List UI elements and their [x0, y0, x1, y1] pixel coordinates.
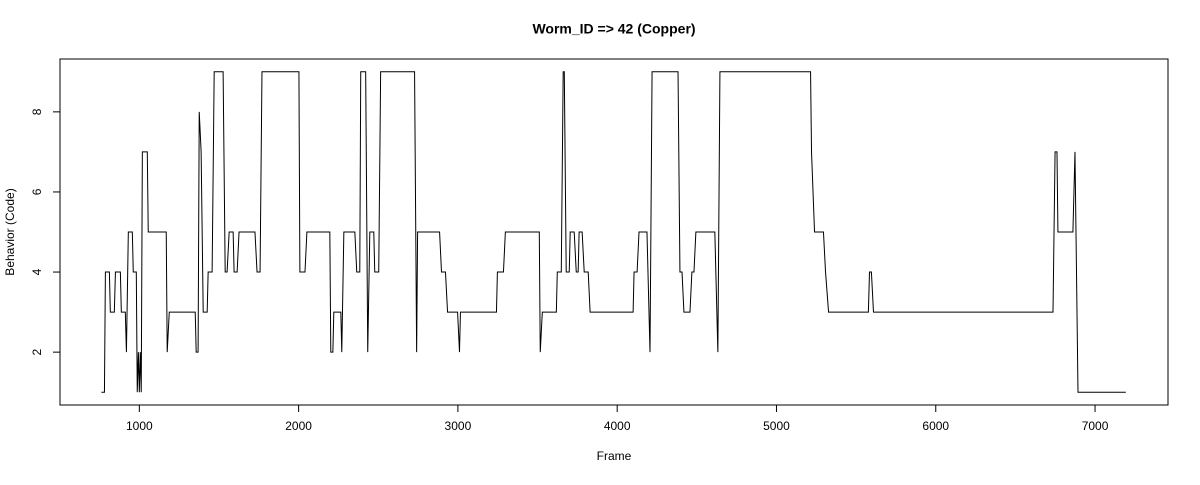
chart-title: Worm_ID => 42 (Copper) — [532, 21, 695, 37]
y-axis-label: Behavior (Code) — [3, 188, 17, 275]
x-tick-label: 5000 — [763, 419, 790, 433]
y-tick-label: 4 — [30, 268, 44, 275]
x-tick-label: 4000 — [604, 419, 631, 433]
data-line — [101, 71, 1126, 393]
x-tick-label: 2000 — [285, 419, 312, 433]
x-tick-label: 7000 — [1082, 419, 1109, 433]
y-tick-label: 6 — [30, 188, 44, 195]
y-tick-label: 8 — [30, 108, 44, 115]
x-tick-label: 6000 — [922, 419, 949, 433]
plot-frame — [59, 58, 1169, 406]
x-tick-label: 3000 — [445, 419, 472, 433]
x-axis-label: Frame — [597, 449, 632, 463]
y-tick-label: 2 — [30, 348, 44, 355]
x-tick-label: 1000 — [126, 419, 153, 433]
